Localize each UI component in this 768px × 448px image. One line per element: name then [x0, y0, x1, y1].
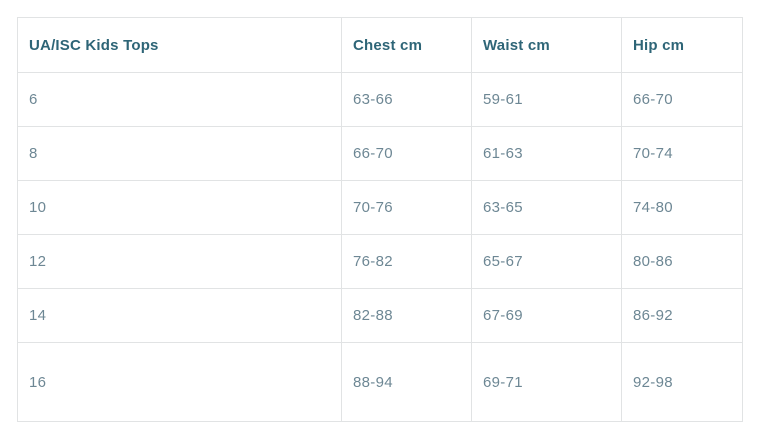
chest-cell: 76-82: [341, 234, 472, 289]
table-row-size-12: 12 76-82 65-67 80-86: [17, 234, 743, 289]
hip-cell: 86-92: [621, 288, 743, 343]
waist-cell: 65-67: [471, 234, 622, 289]
size-cell: 16: [17, 342, 342, 422]
waist-cell: 67-69: [471, 288, 622, 343]
hip-cell: 92-98: [621, 342, 743, 422]
size-cell: 14: [17, 288, 342, 343]
size-cell: 6: [17, 72, 342, 127]
table-row-size-16: 16 88-94 69-71 92-98: [17, 342, 743, 422]
chest-cell: 82-88: [341, 288, 472, 343]
chest-cell: 63-66: [341, 72, 472, 127]
hip-cell: 70-74: [621, 126, 743, 181]
waist-cell: 69-71: [471, 342, 622, 422]
hip-cell: 80-86: [621, 234, 743, 289]
table-row-size-6: 6 63-66 59-61 66-70: [17, 72, 743, 127]
column-header-waist: Waist cm: [471, 17, 622, 73]
waist-cell: 61-63: [471, 126, 622, 181]
chest-cell: 88-94: [341, 342, 472, 422]
waist-cell: 59-61: [471, 72, 622, 127]
column-header-hip: Hip cm: [621, 17, 743, 73]
column-header-chest: Chest cm: [341, 17, 472, 73]
column-header-size-label: UA/ISC Kids Tops: [17, 17, 342, 73]
hip-cell: 66-70: [621, 72, 743, 127]
hip-cell: 74-80: [621, 180, 743, 235]
table-header-row: UA/ISC Kids Tops Chest cm Waist cm Hip c…: [17, 17, 743, 73]
size-cell: 10: [17, 180, 342, 235]
table-row-size-10: 10 70-76 63-65 74-80: [17, 180, 743, 235]
size-cell: 8: [17, 126, 342, 181]
table-row-size-14: 14 82-88 67-69 86-92: [17, 288, 743, 343]
table-row-size-8: 8 66-70 61-63 70-74: [17, 126, 743, 181]
waist-cell: 63-65: [471, 180, 622, 235]
size-chart-table: UA/ISC Kids Tops Chest cm Waist cm Hip c…: [17, 17, 743, 422]
size-cell: 12: [17, 234, 342, 289]
chest-cell: 70-76: [341, 180, 472, 235]
chest-cell: 66-70: [341, 126, 472, 181]
